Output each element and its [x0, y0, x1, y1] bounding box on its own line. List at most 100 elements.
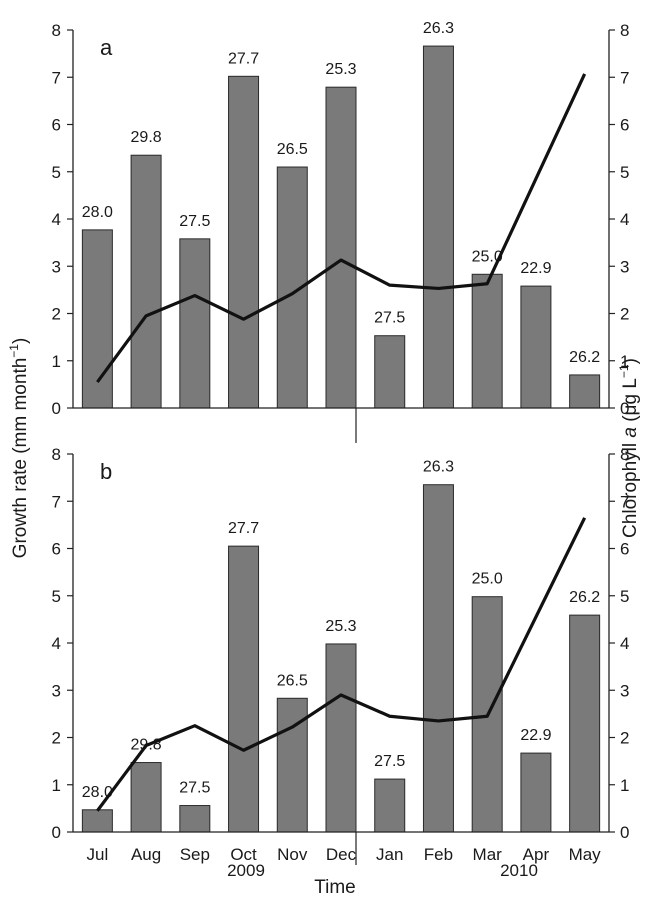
- y-tick-label-left: 1: [52, 352, 61, 371]
- y-tick-label-left: 6: [52, 116, 61, 135]
- bar-jan: [374, 335, 406, 409]
- x-tick-label-oct: Oct: [230, 845, 257, 864]
- x-tick-label-sep: Sep: [180, 845, 210, 864]
- y-tick-label-right: 2: [620, 729, 629, 748]
- y-tick-label-right: 5: [620, 587, 629, 606]
- y-tick-label-left: 4: [52, 210, 61, 229]
- bar-label-mar: 25.0: [472, 248, 503, 265]
- bar-dec: [325, 86, 357, 409]
- bar-apr: [520, 752, 552, 833]
- bar-label-jul: 28.0: [82, 204, 113, 221]
- y-tick-label-right: 8: [620, 445, 629, 464]
- bar-aug: [130, 762, 162, 833]
- y-tick-label-right: 5: [620, 163, 629, 182]
- bar-label-apr: 22.9: [520, 260, 551, 277]
- y-tick-label-right: 4: [620, 634, 629, 653]
- panel-label-b: b: [100, 459, 112, 484]
- y-axis-right-title-unit: (μg L: [620, 378, 641, 427]
- y-tick-label-left: 6: [52, 540, 61, 559]
- bar-label-mar: 25.0: [472, 571, 503, 588]
- bar-label-feb: 26.3: [423, 20, 454, 37]
- y-tick-label-left: 7: [52, 68, 61, 87]
- panel-b: 28.029.827.527.726.525.327.526.325.022.9…: [52, 445, 630, 864]
- bar-label-sep: 27.5: [179, 780, 210, 797]
- bar-label-oct: 27.7: [228, 50, 259, 67]
- y-tick-label-right: 4: [620, 210, 629, 229]
- y-tick-label-left: 5: [52, 587, 61, 606]
- y-tick-label-right: 0: [620, 399, 629, 418]
- bar-label-oct: 27.7: [228, 520, 259, 537]
- bar-oct: [228, 75, 260, 409]
- x-tick-label-apr: Apr: [523, 845, 550, 864]
- panel-label-a: a: [100, 35, 113, 60]
- y-axis-right-title: Chlorophyll a (μg L−1): [617, 358, 641, 538]
- x-tick-label-aug: Aug: [131, 845, 161, 864]
- bar-label-nov: 26.5: [277, 141, 308, 158]
- y-tick-label-left: 2: [52, 729, 61, 748]
- chlorophyll-line: [96, 517, 587, 812]
- y-tick-label-left: 1: [52, 776, 61, 795]
- bar-apr: [520, 285, 552, 409]
- y-tick-label-right: 1: [620, 352, 629, 371]
- bar-label-may: 26.2: [569, 589, 600, 606]
- bar-feb: [422, 45, 454, 409]
- y-axis-right-title-sup: −1: [617, 364, 631, 378]
- bar-label-feb: 26.3: [423, 459, 454, 476]
- y-tick-label-right: 0: [620, 823, 629, 842]
- y-axis-left-title-sup: −1: [7, 344, 21, 358]
- y-tick-label-right: 8: [620, 21, 629, 40]
- bar-label-apr: 22.9: [520, 727, 551, 744]
- bar-jul: [81, 229, 113, 409]
- bar-label-jul: 28.0: [82, 784, 113, 801]
- y-tick-label-right: 2: [620, 305, 629, 324]
- x-tick-label-feb: Feb: [424, 845, 453, 864]
- bar-feb: [422, 484, 454, 833]
- year-label-2009: 2009: [227, 861, 265, 880]
- y-tick-label-left: 5: [52, 163, 61, 182]
- bar-sep: [179, 238, 211, 409]
- y-tick-label-left: 0: [52, 823, 61, 842]
- bar-label-nov: 26.5: [277, 672, 308, 689]
- chlorophyll-line: [96, 73, 587, 383]
- bar-label-sep: 27.5: [179, 213, 210, 230]
- bar-oct: [228, 545, 260, 833]
- year-label-2010: 2010: [500, 861, 538, 880]
- y-tick-label-right: 3: [620, 257, 629, 276]
- y-tick-label-left: 8: [52, 21, 61, 40]
- x-tick-label-may: May: [569, 845, 602, 864]
- bar-mar: [471, 273, 503, 409]
- x-tick-label-mar: Mar: [473, 845, 503, 864]
- bar-jul: [81, 809, 113, 833]
- y-tick-label-left: 4: [52, 634, 61, 653]
- bar-label-dec: 25.3: [325, 61, 356, 78]
- panel-a: 28.0 29.8 27.5 27.7 26.5 25.3 27.5 26.3 25.0 22.9…: [52, 20, 630, 418]
- x-tick-label-nov: Nov: [277, 845, 308, 864]
- bar-may: [569, 614, 601, 833]
- y-tick-label-left: 7: [52, 492, 61, 511]
- bar-label-may: 26.2: [569, 349, 600, 366]
- y-axis-right-title-close: ): [620, 358, 641, 364]
- bar-sep: [179, 805, 211, 833]
- y-tick-label-right: 6: [620, 116, 629, 135]
- bar-label-dec: 25.3: [325, 618, 356, 635]
- y-tick-label-right: 7: [620, 492, 629, 511]
- y-tick-label-left: 3: [52, 257, 61, 276]
- y-axis-right-title-italic: a: [620, 427, 641, 438]
- bar-aug: [130, 154, 162, 409]
- panels: 28.0 29.8 27.5 27.7 26.5 25.3 27.5 26.3 25.0 22.9…: [52, 20, 630, 864]
- y-tick-label-left: 8: [52, 445, 61, 464]
- y-tick-label-left: 0: [52, 399, 61, 418]
- bar-jan: [374, 778, 406, 833]
- bar-label-jan: 27.5: [374, 310, 405, 327]
- x-tick-label-jul: Jul: [86, 845, 108, 864]
- bar-label-aug: 29.8: [131, 129, 162, 146]
- x-tick-label-jan: Jan: [376, 845, 403, 864]
- bar-label-jan: 27.5: [374, 753, 405, 770]
- y-axis-left-title: Growth rate (mm month−1): [7, 338, 31, 559]
- bar-may: [569, 374, 601, 409]
- y-tick-label-right: 7: [620, 68, 629, 87]
- y-tick-label-right: 1: [620, 776, 629, 795]
- y-axis-left-title-close: ): [10, 338, 31, 344]
- x-axis-title: Time: [314, 877, 356, 898]
